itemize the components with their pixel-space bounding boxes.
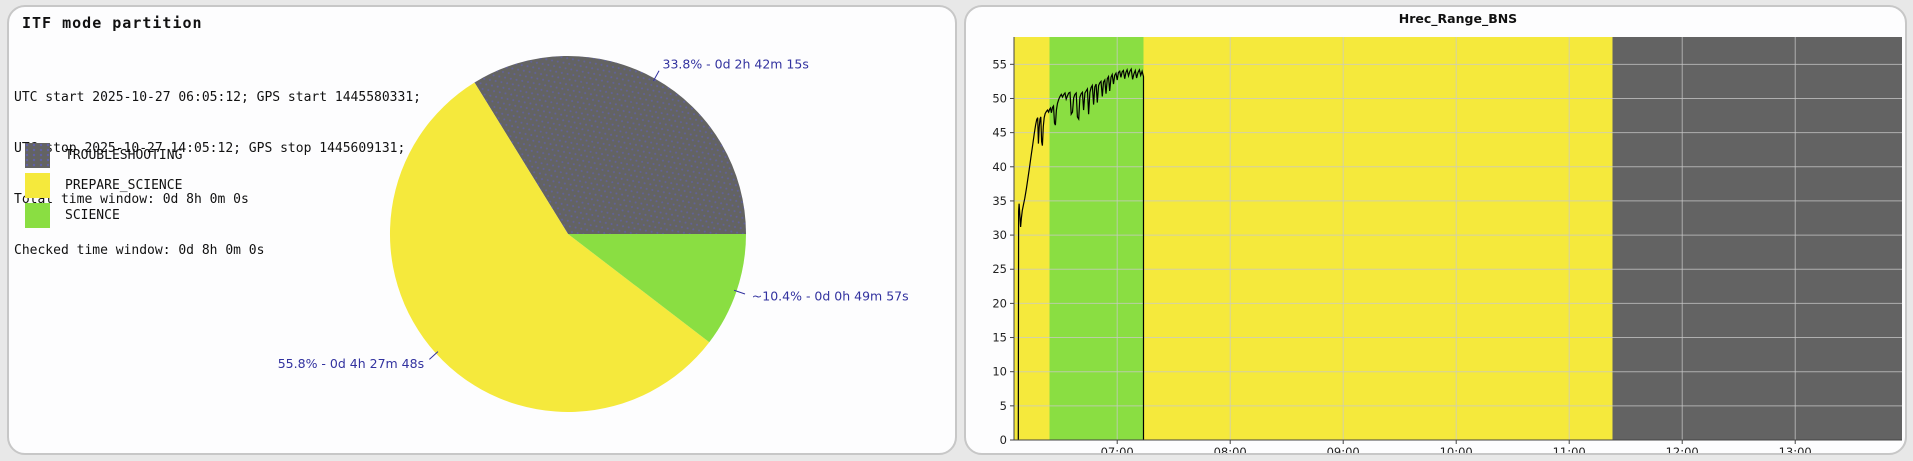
y-tick-label: 45 [992,126,1007,140]
x-tick-label: 08:00 [1214,445,1247,453]
pie-slice-prepare_science [389,82,710,412]
legend-label: SCIENCE [65,208,120,223]
itf-mode-partition-panel: ITF mode partition UTC start 2025-10-27 … [7,5,957,455]
legend-swatch-prepare-science [25,173,50,198]
y-tick-label: 15 [992,331,1007,345]
y-tick-label: 50 [992,92,1007,106]
time-window-info: UTC start 2025-10-27 06:05:12; GPS start… [14,55,421,293]
y-tick-label: 30 [992,228,1007,242]
pie-annotation-leader [652,70,660,82]
hrec-range-timeseries-chart: 07:00 08:00 09:00 10:00 11:00 12:00 13:00 0 5 10 1… [992,37,1902,453]
mode-region-prepare_science [1143,37,1613,440]
legend-label: TROUBLESHOOTING [65,148,183,163]
pie-annotation-prepare_science: 55.8% - 0d 4h 27m 48s [278,356,424,371]
pie-slice-hatch-overlay [474,55,746,235]
x-tick-label: 13:00 [1779,445,1812,453]
data-line-hrec_range_bns [1017,67,1145,441]
info-line-utc-start: UTC start 2025-10-27 06:05:12; GPS start… [14,90,421,105]
info-line-checked-window: Checked time window: 0d 8h 0m 0s [14,243,265,258]
x-tick-label: 12:00 [1666,445,1699,453]
pie-annotation-troubleshooting: 33.8% - 0d 2h 42m 15s [663,57,809,72]
hrec-chart-title: Hrec_Range_BNS [1398,11,1518,26]
x-tick-label: 09:00 [1327,445,1360,453]
itf-panel-title: ITF mode partition [22,14,203,32]
mode-region-troubleshooting [1612,37,1902,440]
x-tick-label: 10:00 [1440,445,1473,453]
y-tick-label: 0 [1000,433,1007,447]
itf-mode-pie-chart: 33.8% - 0d 2h 42m 15s 55.8% - 0d 4h 27m 4… [278,55,909,412]
legend-item-prepare-science: PREPARE_SCIENCE [25,173,182,198]
y-tick-label: 10 [992,365,1007,379]
hrec-range-bns-panel: Hrec_Range_BNS 07:00 08:00 09:00 10:00 11:00… [964,5,1907,455]
y-tick-label: 55 [992,57,1007,71]
y-tick-label: 5 [1000,399,1007,413]
pie-annotation-science: ~10.4% - 0d 0h 49m 57s [752,288,909,303]
y-tick-label: 40 [992,160,1007,174]
pie-annotation-leader [429,351,439,360]
y-tick-label: 20 [992,296,1007,310]
pie-annotation-leader [733,289,746,295]
legend-item-troubleshooting: TROUBLESHOOTING [25,143,182,168]
mode-region-prepare_science [1014,37,1050,440]
mode-region-science [1049,37,1144,440]
pie-legend: TROUBLESHOOTING PREPARE_SCIENCE SCIENCE [25,143,182,233]
y-tick-label: 35 [992,194,1007,208]
legend-swatch-science [25,203,50,228]
x-tick-label: 11:00 [1553,445,1586,453]
pie-slice-science [568,234,746,343]
legend-item-science: SCIENCE [25,203,182,228]
legend-label: PREPARE_SCIENCE [65,178,183,193]
y-tick-label: 25 [992,262,1007,276]
legend-swatch-troubleshooting [25,143,50,168]
x-tick-label: 07:00 [1101,445,1134,453]
